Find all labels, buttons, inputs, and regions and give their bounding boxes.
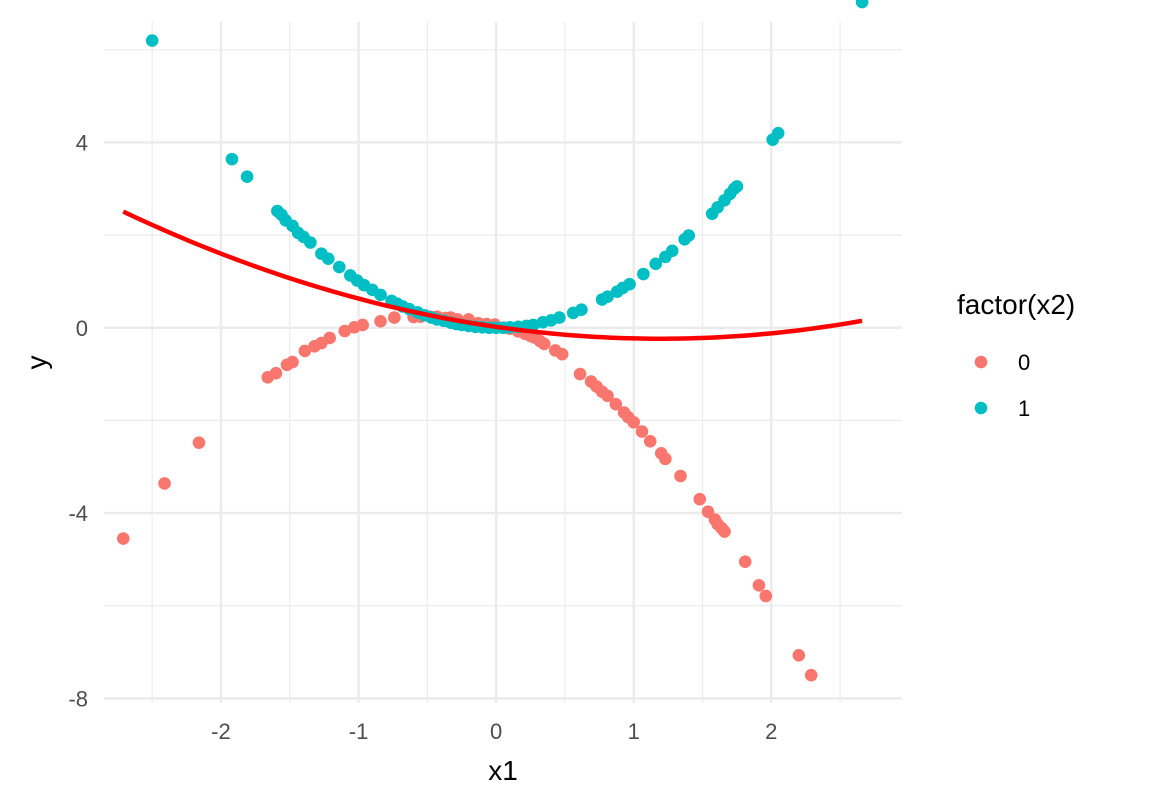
y-tick-label: -8 xyxy=(68,686,88,711)
fit-curve xyxy=(122,209,863,341)
legend-label-0: 0 xyxy=(1018,350,1030,375)
point-series-1 xyxy=(771,126,785,140)
point-series-1 xyxy=(304,236,317,249)
point-series-1 xyxy=(374,288,387,302)
point-series-1 xyxy=(321,252,335,266)
point-series-0 xyxy=(374,314,387,328)
point-series-0 xyxy=(792,648,806,662)
point-series-0 xyxy=(192,436,206,449)
point-series-0 xyxy=(693,492,707,506)
point-series-0 xyxy=(643,434,657,448)
point-series-0 xyxy=(338,324,352,338)
point-series-1 xyxy=(240,170,254,184)
point-series-0 xyxy=(298,344,312,358)
point-series-1 xyxy=(623,277,636,291)
point-series-1 xyxy=(665,244,679,258)
legend: factor(x2) 0 1 xyxy=(957,289,1075,421)
y-tick-label: -4 xyxy=(68,501,88,526)
point-series-0 xyxy=(804,668,818,682)
point-series-0 xyxy=(158,477,171,490)
y-axis-tick-labels: -8 -4 0 4 xyxy=(68,130,88,711)
point-series-0 xyxy=(269,366,283,380)
point-series-0 xyxy=(116,532,130,545)
x-tick-label: 1 xyxy=(628,719,640,744)
point-series-0 xyxy=(388,311,401,324)
point-series-0 xyxy=(674,469,687,483)
legend-key-0 xyxy=(974,355,988,369)
point-series-1 xyxy=(855,0,869,9)
point-series-1 xyxy=(553,311,566,324)
x-axis-tick-labels: -2 -1 0 1 2 xyxy=(211,719,777,744)
point-series-0 xyxy=(609,397,623,411)
point-series-0 xyxy=(659,452,672,466)
point-series-1 xyxy=(145,34,159,47)
point-series-0 xyxy=(356,318,369,332)
point-series-0 xyxy=(718,525,731,538)
point-series-0 xyxy=(752,579,766,592)
x-tick-label: 0 xyxy=(490,719,502,744)
point-series-1 xyxy=(730,180,744,193)
point-series-0 xyxy=(738,555,752,569)
point-series-1 xyxy=(225,152,239,166)
point-series-1 xyxy=(575,303,588,316)
major-gridlines xyxy=(104,22,902,703)
point-series-0 xyxy=(635,425,649,438)
y-tick-label: 4 xyxy=(76,130,88,155)
point-series-0 xyxy=(537,337,551,351)
point-series-0 xyxy=(555,347,569,361)
point-series-1 xyxy=(332,260,346,274)
point-series-0 xyxy=(286,355,299,369)
point-series-1 xyxy=(637,267,650,281)
legend-label-1: 1 xyxy=(1018,396,1030,421)
x-tick-label: 2 xyxy=(765,719,777,744)
point-series-0 xyxy=(573,367,587,381)
point-series-0 xyxy=(759,589,773,603)
point-series-0 xyxy=(601,389,614,403)
minor-gridlines xyxy=(104,22,902,703)
legend-title: factor(x2) xyxy=(957,289,1075,320)
x-tick-label: -1 xyxy=(349,719,369,744)
point-series-1 xyxy=(682,229,696,242)
point-series-0 xyxy=(323,331,336,345)
legend-key-1 xyxy=(974,401,988,415)
point-series-0 xyxy=(627,415,641,429)
x-tick-label: -2 xyxy=(211,719,231,744)
data-points xyxy=(116,0,869,682)
y-tick-label: 0 xyxy=(76,316,88,341)
point-series-1 xyxy=(649,257,663,271)
x-axis-title: x1 xyxy=(488,755,518,786)
point-series-1 xyxy=(601,290,614,304)
y-axis-title: y xyxy=(21,356,52,370)
point-series-1 xyxy=(526,318,540,332)
